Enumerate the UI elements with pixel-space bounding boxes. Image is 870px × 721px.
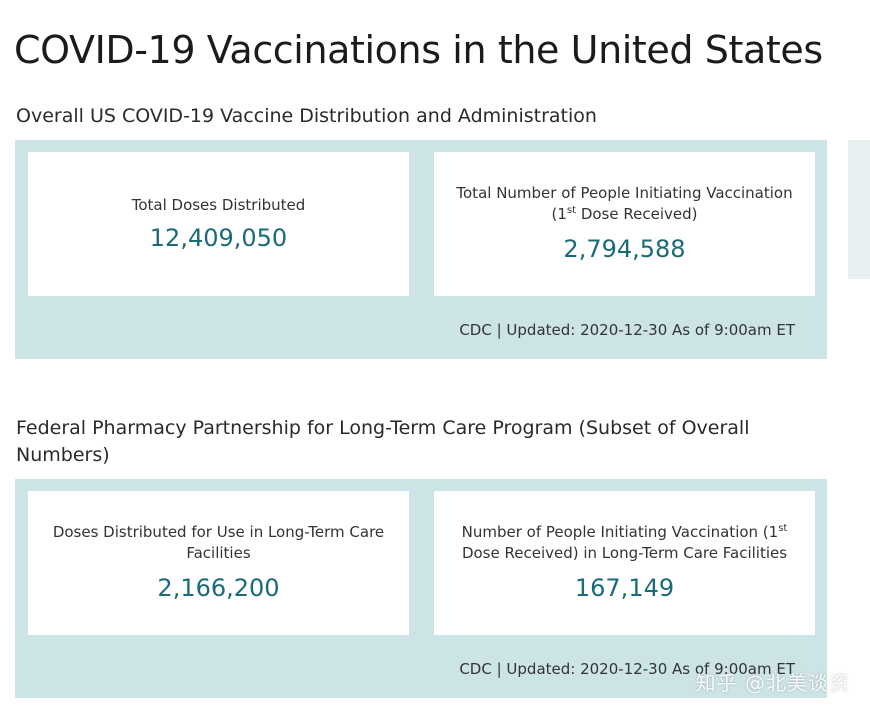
zhihu-watermark: 知乎 @北美谈资 <box>695 671 850 695</box>
ltc-doses-card: Doses Distributed for Use in Long-Term C… <box>28 491 409 635</box>
total-doses-card: Total Doses Distributed 12,409,050 <box>28 152 409 296</box>
overall-update-footer: CDC | Updated: 2020-12-30 As of 9:00am E… <box>459 321 795 339</box>
people-initiating-label: Total Number of People Initiating Vaccin… <box>456 184 793 223</box>
total-doses-label: Total Doses Distributed <box>131 195 306 214</box>
people-initiating-value: 2,794,588 <box>563 235 686 263</box>
ltc-doses-label: Doses Distributed for Use in Long-Term C… <box>52 523 385 562</box>
page-title: COVID-19 Vaccinations in the United Stat… <box>14 28 823 72</box>
ltc-initiating-value: 167,149 <box>574 574 675 602</box>
overall-stats-panel: Total Doses Distributed 12,409,050 Total… <box>15 140 827 359</box>
ltc-section-heading: Federal Pharmacy Partnership for Long-Te… <box>16 417 750 466</box>
ltc-update-footer: CDC | Updated: 2020-12-30 As of 9:00am E… <box>459 660 795 678</box>
side-panel-edge <box>848 140 870 279</box>
ltc-initiating-card: Number of People Initiating Vaccination … <box>434 491 815 635</box>
total-doses-value: 12,409,050 <box>149 223 288 252</box>
overall-section-heading: Overall US COVID-19 Vaccine Distribution… <box>16 105 597 127</box>
ltc-stats-panel: Doses Distributed for Use in Long-Term C… <box>15 479 827 698</box>
ltc-doses-value: 2,166,200 <box>157 574 280 602</box>
people-initiating-card: Total Number of People Initiating Vaccin… <box>434 152 815 296</box>
ltc-initiating-label: Number of People Initiating Vaccination … <box>461 523 788 562</box>
